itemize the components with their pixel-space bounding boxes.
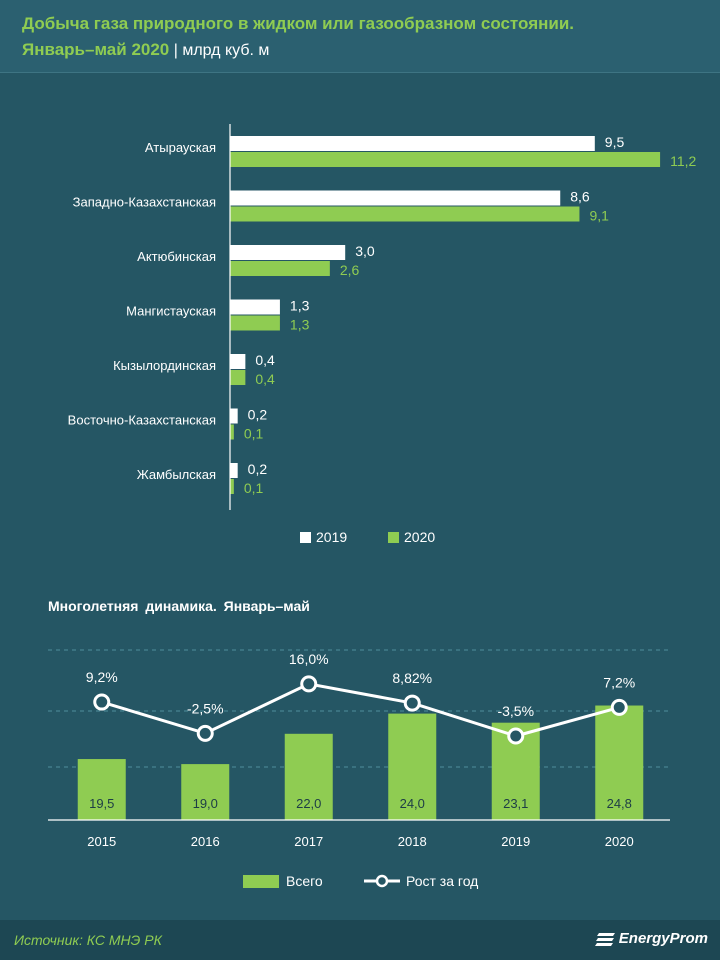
bar-value-label-2019: 8,6: [570, 189, 590, 205]
growth-value-label: -2,5%: [187, 700, 224, 716]
bar-value-label-2020: 9,1: [589, 208, 609, 224]
bar-2020: [230, 424, 234, 440]
bar-value-label-2019: 0,2: [248, 407, 268, 423]
category-label: Мангистауская: [126, 304, 216, 319]
category-label: Жамбылская: [137, 467, 216, 482]
total-bar: [595, 705, 644, 820]
bar-value-label-2020: 1,3: [290, 317, 310, 333]
legend-label-growth: Рост за год: [406, 873, 478, 889]
category-label: Восточно-Казахстанская: [68, 413, 216, 428]
category-label: Западно-Казахстанская: [73, 195, 216, 210]
bar-value-label-2020: 2,6: [340, 262, 360, 278]
total-bar: [284, 733, 333, 820]
growth-marker: [93, 693, 111, 711]
bar-2019: [230, 136, 595, 151]
legend-swatch-2019: [300, 532, 311, 543]
growth-value-label: -3,5%: [497, 703, 534, 719]
bar-2020: [230, 479, 234, 494]
growth-marker: [300, 675, 318, 693]
bar-2020: [230, 315, 280, 331]
legend-label-2019: 2019: [316, 529, 347, 545]
bar-value-label-2020: 0,4: [255, 371, 275, 387]
bar-2019: [230, 354, 246, 369]
dynamics-combo-chart: 19,5 2015 19,0 2016 22,0 2017 24,0 2018 23,1 2019…: [48, 649, 670, 889]
total-bar: [388, 713, 437, 820]
year-tick-label: 2015: [87, 834, 116, 849]
bar-2020: [230, 152, 661, 167]
growth-line: [101, 682, 620, 738]
growth-marker: [196, 724, 214, 742]
bar-2019: [230, 463, 238, 478]
legend-swatch-total: [243, 875, 279, 888]
bar-2020: [230, 261, 330, 276]
bar-value-label-2019: 3,0: [355, 243, 375, 259]
header: Добыча газа природного в жидком или газо…: [0, 0, 720, 73]
source-note: Источник: КС МНЭ РК: [14, 932, 162, 948]
bar-value-label-2020: 0,1: [244, 426, 264, 442]
growth-value-label: 8,82%: [392, 670, 432, 686]
total-bar-label: 24,0: [400, 796, 425, 811]
total-bar: [181, 764, 230, 820]
bar-value-label-2019: 0,4: [255, 352, 275, 368]
bar-value-label-2020: 11,2: [670, 153, 696, 169]
growth-value-label: 9,2%: [86, 669, 118, 685]
category-label: Кызылординская: [113, 358, 216, 373]
page-subtitle: Январь–май 2020 | млрд куб. м: [22, 40, 269, 60]
bar-value-label-2019: 1,3: [290, 298, 310, 314]
legend-label-total: Всего: [286, 873, 323, 889]
logo-text: EnergyProm: [618, 930, 708, 947]
year-tick-label: 2017: [294, 834, 323, 849]
legend-swatch-2020: [388, 532, 399, 543]
growth-marker: [507, 727, 525, 745]
bar-2019: [230, 408, 238, 424]
subtitle-separator: |: [169, 42, 183, 59]
bar-value-label-2020: 0,1: [244, 480, 264, 496]
growth-value-label: 16,0%: [289, 651, 329, 667]
bar-value-label-2019: 9,5: [605, 134, 625, 150]
year-tick-label: 2018: [398, 834, 427, 849]
year-tick-label: 2020: [605, 834, 634, 849]
total-bar-label: 19,0: [193, 796, 218, 811]
energyprom-logo-icon: [594, 932, 615, 946]
category-label: Актюбинская: [137, 249, 216, 264]
dynamics-chart-title: Многолетняя динамика. Январь–май: [48, 598, 310, 614]
footer: Источник: КС МНЭ РК EnergyProm: [0, 920, 720, 960]
bar-value-label-2019: 0,2: [248, 461, 268, 477]
legend-marker-growth: [375, 874, 389, 888]
bar-2019: [230, 190, 561, 206]
bar-2019: [230, 245, 346, 260]
legend-label-2020: 2020: [404, 529, 435, 545]
regional-bar-chart: Атырауская 9,5 11,2 Западно-Казахстанская 8,…: [68, 124, 697, 545]
growth-marker: [403, 694, 421, 712]
brand-logo: EnergyProm: [594, 930, 708, 947]
bar-2019: [230, 299, 280, 315]
total-bar-label: 22,0: [296, 796, 321, 811]
bar-2020: [230, 370, 246, 385]
year-tick-label: 2019: [501, 834, 530, 849]
page-title: Добыча газа природного в жидком или газо…: [22, 14, 575, 33]
subtitle-unit: млрд куб. м: [182, 42, 270, 59]
total-bar: [77, 759, 126, 820]
total-bar-label: 23,1: [503, 796, 528, 811]
bar-2020: [230, 206, 580, 222]
category-label: Атырауская: [145, 140, 216, 155]
year-tick-label: 2016: [191, 834, 220, 849]
subtitle-period: Январь–май 2020: [22, 40, 170, 59]
total-bar-label: 19,5: [89, 796, 114, 811]
growth-marker: [610, 698, 628, 716]
growth-value-label: 7,2%: [603, 674, 635, 690]
total-bar-label: 24,8: [607, 796, 632, 811]
